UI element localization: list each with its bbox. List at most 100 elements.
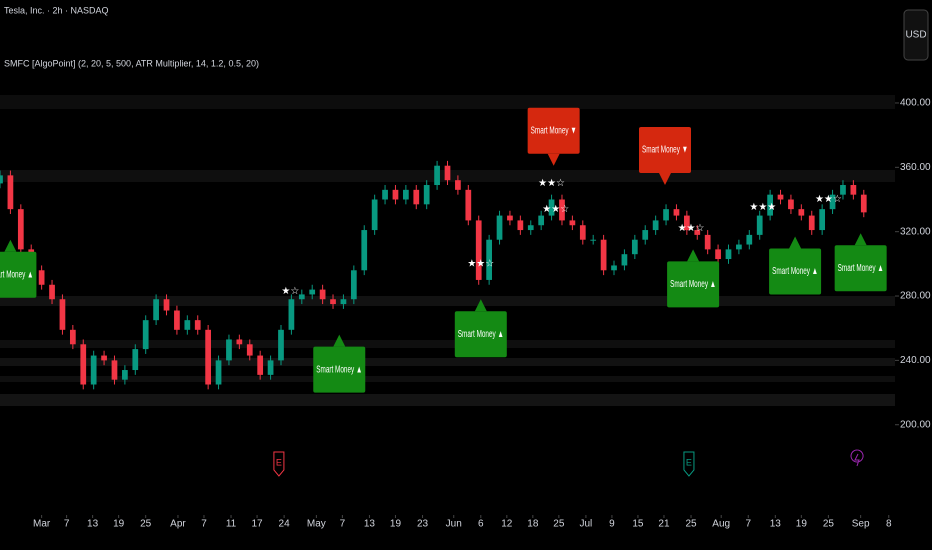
x-tick-label: 13 xyxy=(364,519,376,530)
candle-body xyxy=(403,189,409,200)
rating-stars: ★★☆ xyxy=(538,178,565,189)
signal-box xyxy=(527,107,580,154)
x-tick-label: 25 xyxy=(685,519,697,530)
candle-body xyxy=(538,215,545,226)
candle-body xyxy=(507,215,513,221)
currency-button[interactable] xyxy=(903,9,929,61)
candle-body xyxy=(288,299,295,330)
candle-body xyxy=(59,299,66,330)
signal-box xyxy=(0,251,37,298)
candle-body xyxy=(600,239,607,271)
signal-pointer xyxy=(789,236,802,249)
rating-stars: ★★☆ xyxy=(815,194,842,205)
candle-body xyxy=(746,234,753,245)
candle-body xyxy=(205,329,212,385)
candle-body xyxy=(7,175,14,210)
x-tick-label: Aug xyxy=(712,519,730,530)
chart-title: Tesla, Inc. · 2h · NASDAQ xyxy=(4,5,109,15)
signal-pointer xyxy=(333,334,346,347)
candle-body xyxy=(569,220,576,226)
signal-box xyxy=(667,261,720,308)
x-tick-label: 23 xyxy=(417,519,429,530)
signal-pointer xyxy=(4,239,17,252)
candle-body xyxy=(642,230,649,240)
y-tick-label: 320.00 xyxy=(900,226,931,237)
event-marker xyxy=(683,451,695,477)
x-tick-label: Jul xyxy=(580,519,593,530)
candle-body xyxy=(496,215,503,240)
dividend-icon xyxy=(850,449,864,467)
candle-body xyxy=(38,270,45,285)
candle-body xyxy=(226,339,232,361)
candle-body xyxy=(527,225,534,231)
candle-body xyxy=(413,189,420,205)
x-tick-label: Mar xyxy=(33,519,51,530)
candle-body xyxy=(517,220,524,231)
candle-body xyxy=(350,270,357,300)
candle-body xyxy=(361,230,368,271)
candle-body xyxy=(725,249,732,260)
candle-body xyxy=(69,329,76,345)
event-label: E xyxy=(276,457,282,467)
x-tick-label: 7 xyxy=(201,519,207,530)
candle-body xyxy=(579,225,586,240)
candle-body xyxy=(122,370,128,380)
rating-stars: ★★☆ xyxy=(542,204,569,215)
x-tick-label: 17 xyxy=(251,519,263,530)
x-tick-label: 21 xyxy=(658,519,670,530)
y-tick-label: 400.00 xyxy=(900,98,931,109)
signal-label: Smart Money ▲ xyxy=(316,364,362,375)
candle-body xyxy=(382,189,388,200)
candle-body xyxy=(590,239,597,241)
signal-label: Smart Money ▲ xyxy=(458,329,504,340)
candle-body xyxy=(788,199,794,210)
x-tick-label: 25 xyxy=(823,519,835,530)
candle-body xyxy=(278,329,284,361)
candle-body xyxy=(392,189,399,200)
candle-body xyxy=(153,299,159,321)
signal-pointer xyxy=(474,299,487,312)
candle-body xyxy=(860,194,867,213)
currency-label: USD xyxy=(905,30,926,41)
candle-body xyxy=(663,209,669,221)
signal-pointer xyxy=(687,249,700,262)
event-marker xyxy=(273,451,285,477)
candle-body xyxy=(330,299,336,305)
x-tick-label: May xyxy=(307,519,326,530)
y-tick-label: 280.00 xyxy=(900,291,931,302)
candle-body xyxy=(808,215,815,231)
signal-label: Smart Money ▲ xyxy=(772,266,818,277)
candle-body xyxy=(444,165,451,181)
candle-body xyxy=(194,320,201,330)
candle-body xyxy=(371,199,378,231)
candle-body xyxy=(257,355,264,375)
zone xyxy=(0,95,895,109)
x-tick-label: 7 xyxy=(745,519,751,530)
signal-pointer xyxy=(854,233,867,246)
zone xyxy=(0,376,895,382)
zone xyxy=(0,358,895,366)
candle-body xyxy=(756,215,763,235)
plot: 400.00 360.00 320.00 280.00 240.00 200.00 Mar 7… xyxy=(0,98,931,530)
indicator-label: SMFC [AlgoPoint] (2, 20, 5, 500, ATR Mul… xyxy=(4,58,259,68)
candle-body xyxy=(819,209,826,231)
candle-body xyxy=(319,289,326,300)
candle-body xyxy=(694,230,701,235)
candle-body xyxy=(246,344,253,356)
x-tick-label: 19 xyxy=(113,519,125,530)
signal-pointer xyxy=(659,173,672,186)
signal-pointer xyxy=(547,153,560,166)
candle-body xyxy=(798,209,805,216)
candle-body xyxy=(174,310,180,330)
candle-body xyxy=(184,320,191,330)
candle-body xyxy=(17,209,24,250)
rating-stars: ★☆ xyxy=(281,286,299,297)
rating-stars: ★★☆ xyxy=(678,223,705,234)
candle-body xyxy=(423,185,430,205)
candle-body xyxy=(486,239,492,280)
candle-body xyxy=(309,289,316,295)
x-tick-label: 19 xyxy=(796,519,808,530)
candle-body xyxy=(80,344,87,385)
x-tick-label: 8 xyxy=(886,519,892,530)
